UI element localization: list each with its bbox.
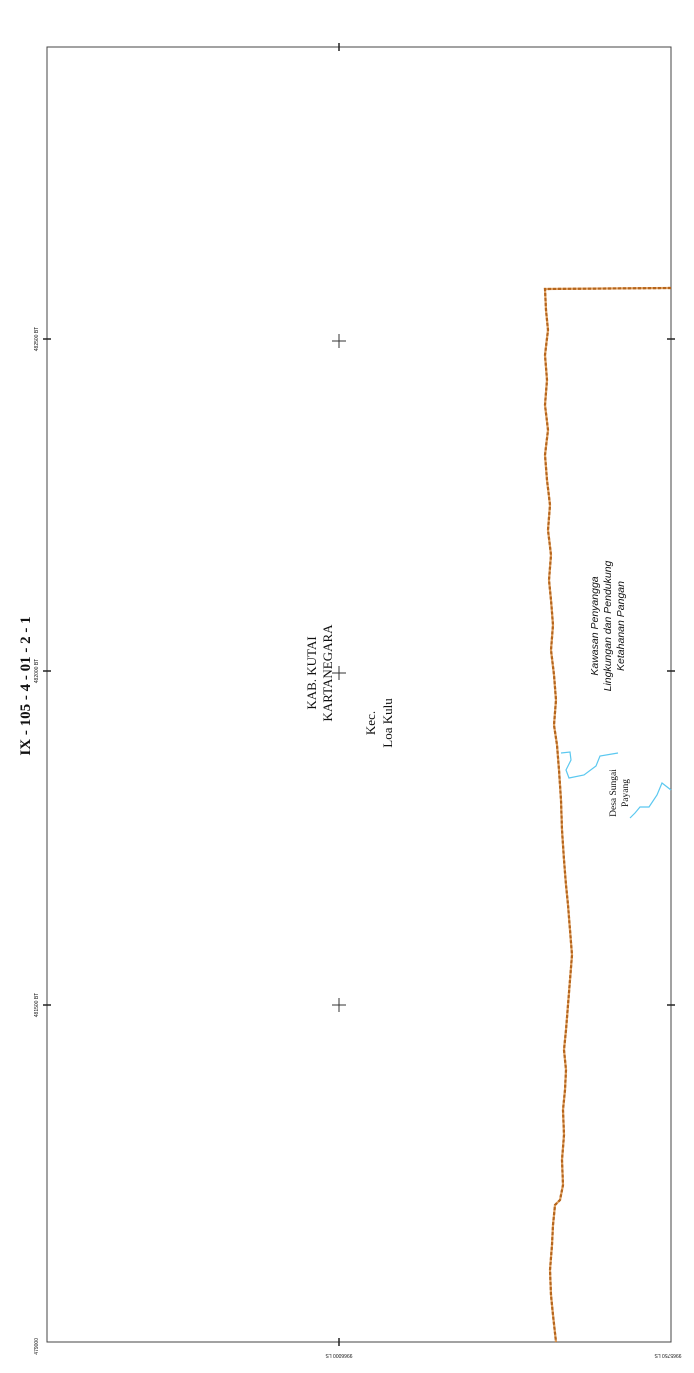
coord-label-bottom: 9965750 LS [654, 1352, 682, 1358]
coord-label-left: 479000 [34, 1338, 40, 1355]
boundary-line [543, 286, 672, 1343]
village-label-line1: Desa Sungai [609, 769, 619, 817]
graticule-crosses [332, 334, 346, 1012]
coord-label-left: 482000 BT [34, 659, 40, 683]
graticule-cross [332, 334, 346, 348]
river-upper [560, 751, 619, 779]
district-label-line2: Loa Kulu [380, 698, 395, 748]
region-label-line1: KAB. KUTAI [304, 636, 319, 709]
coord-label-bottom: 9966000 LS [325, 1352, 353, 1358]
sheet-id: IX - 105 - 4 - 01 - 2 - 1 [18, 616, 34, 755]
map-frame [46, 46, 672, 1343]
river-lines [560, 751, 672, 819]
zone-label-line1: Kawasan Penyangga [589, 576, 601, 675]
coord-label-left: 481500 BT [34, 993, 40, 1017]
region-label-line2: KARTANEGARA [320, 624, 335, 722]
zone-label-line2: Lingkungan dan Pendukung [602, 560, 614, 691]
graticule-cross [332, 666, 346, 680]
district-label-line1: Kec. [363, 711, 378, 735]
frame-ticks [43, 43, 675, 1346]
zone-label-line3: Ketahanan Pangan [615, 581, 627, 671]
river-lower [629, 782, 672, 819]
village-label-line2: Payang [621, 779, 631, 807]
admin-boundary [543, 286, 672, 1343]
coord-label-left: 482500 BT [34, 327, 40, 351]
graticule-cross [332, 998, 346, 1012]
